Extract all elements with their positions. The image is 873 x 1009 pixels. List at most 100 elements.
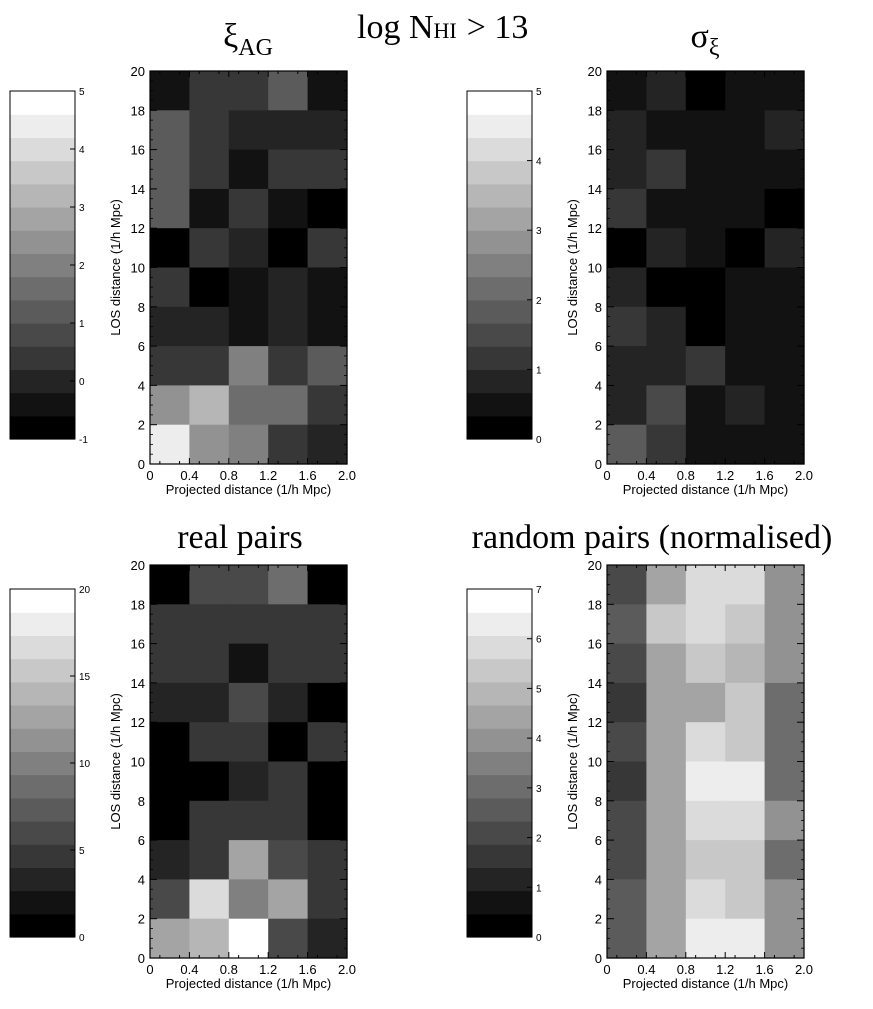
heatmap-cell <box>228 306 269 347</box>
heatmap-cell <box>646 604 687 645</box>
heatmap-cell <box>646 879 687 920</box>
heatmap-cell <box>150 228 190 269</box>
y-tick-label: 16 <box>588 143 602 158</box>
colorbar-band <box>10 681 75 706</box>
y-tick-label: 18 <box>131 103 145 118</box>
heatmap-cell <box>228 643 269 684</box>
colorbar-tick-label: 0 <box>536 933 542 944</box>
heatmap-cell <box>150 149 190 190</box>
x-tick-label: 1.6 <box>299 468 317 483</box>
heatmap-cell <box>268 71 309 111</box>
heatmap-cell <box>725 604 766 645</box>
heatmap-cell <box>685 267 726 308</box>
heatmap-cell <box>189 918 230 959</box>
y-tick-label: 0 <box>138 457 145 472</box>
heatmap-cell <box>607 565 647 605</box>
heatmap-cell <box>307 424 348 465</box>
heatmap-cell <box>607 879 647 920</box>
x-tick-label: 1.2 <box>716 468 734 483</box>
colorbar-band <box>467 299 532 324</box>
colorbar-band <box>467 774 532 799</box>
heatmap-cell <box>150 110 190 151</box>
heatmap-cell <box>725 918 766 959</box>
heatmap-cell <box>725 110 766 151</box>
colorbar-band <box>467 160 532 185</box>
colorbar-band <box>10 844 75 868</box>
panel-title-subscript: ξ <box>709 35 720 61</box>
heatmap-cell <box>646 722 687 763</box>
heatmap-cell <box>607 188 647 229</box>
heatmap-cell <box>764 840 805 880</box>
colorbar-band <box>467 183 532 208</box>
heatmap-cell <box>150 188 190 229</box>
colorbar-tick-label: 2 <box>536 834 542 845</box>
heatmap-cell <box>607 71 647 111</box>
heatmap-cell <box>268 110 309 151</box>
colorbar-tick-label: 5 <box>79 846 85 857</box>
heatmap-cell <box>189 149 230 190</box>
heatmap-cell <box>685 71 726 111</box>
heatmap-cell <box>764 761 805 802</box>
y-tick-label: 6 <box>138 339 145 354</box>
heatmap-cell <box>268 604 309 645</box>
heatmap-cell <box>725 346 766 386</box>
x-tick-label: 2.0 <box>338 962 356 977</box>
y-tick-label: 14 <box>588 182 602 197</box>
colorbar-band <box>467 797 532 822</box>
x-tick-label: 1.2 <box>259 468 277 483</box>
colorbar-tick-label: 4 <box>536 734 542 745</box>
heatmap-cell <box>607 110 647 151</box>
heatmap-cell <box>725 565 766 605</box>
heatmap-cell <box>685 188 726 229</box>
heatmap-cell <box>189 424 230 465</box>
heatmap-cell <box>764 71 805 111</box>
heatmap-cell <box>685 306 726 347</box>
y-tick-label: 20 <box>588 64 602 79</box>
heatmap-cell <box>725 840 766 880</box>
colorbar-band <box>467 589 532 613</box>
heatmap-cell <box>646 800 687 841</box>
colorbar-tick-label: 0 <box>79 377 85 388</box>
heatmap-cell <box>607 682 647 723</box>
x-tick-label: 0 <box>603 468 610 483</box>
x-tick-label: 2.0 <box>338 468 356 483</box>
colorbar-band <box>10 415 75 440</box>
y-tick-label: 6 <box>595 833 602 848</box>
heatmap-cell <box>150 71 190 111</box>
colorbar-tick-label: 1 <box>79 319 85 330</box>
panel-title-main: ξ <box>223 18 238 55</box>
y-tick-label: 4 <box>595 872 602 887</box>
panel-title: random pairs (normalised) <box>472 519 833 556</box>
y-tick-label: 4 <box>138 378 145 393</box>
colorbar-band <box>10 160 75 185</box>
heatmap-cell <box>685 879 726 920</box>
heatmap-cell <box>307 565 348 605</box>
heatmap-cell <box>607 761 647 802</box>
heatmap-cell <box>150 643 190 684</box>
colorbar: 0 1 2 3 4 5 <box>466 87 542 446</box>
colorbar-band <box>467 844 532 868</box>
heatmap-cell <box>685 346 726 386</box>
heatmap-cell <box>307 761 348 802</box>
colorbar: -1 0 1 2 3 4 5 <box>9 87 88 446</box>
colorbar-band <box>10 392 75 417</box>
y-axis-label: LOS distance (1/h Mpc) <box>565 199 580 336</box>
heatmap-cell <box>307 643 348 684</box>
y-tick-label: 20 <box>131 64 145 79</box>
y-tick-label: 2 <box>138 418 145 433</box>
y-tick-label: 14 <box>131 182 145 197</box>
colorbar-tick-label: 5 <box>536 87 542 98</box>
heatmap-cell <box>685 385 726 426</box>
heatmap-cell <box>646 346 687 386</box>
panel-title-main: σ <box>690 18 708 55</box>
colorbar-tick-label: 10 <box>79 759 91 770</box>
heatmap-cell <box>646 385 687 426</box>
heatmap-cell <box>228 722 269 763</box>
y-tick-label: 0 <box>595 951 602 966</box>
colorbar-frame <box>466 90 533 440</box>
heatmap-cell <box>646 565 687 605</box>
y-tick-label: 16 <box>131 143 145 158</box>
heatmap-cell <box>607 346 647 386</box>
heatmap-cell <box>228 188 269 229</box>
